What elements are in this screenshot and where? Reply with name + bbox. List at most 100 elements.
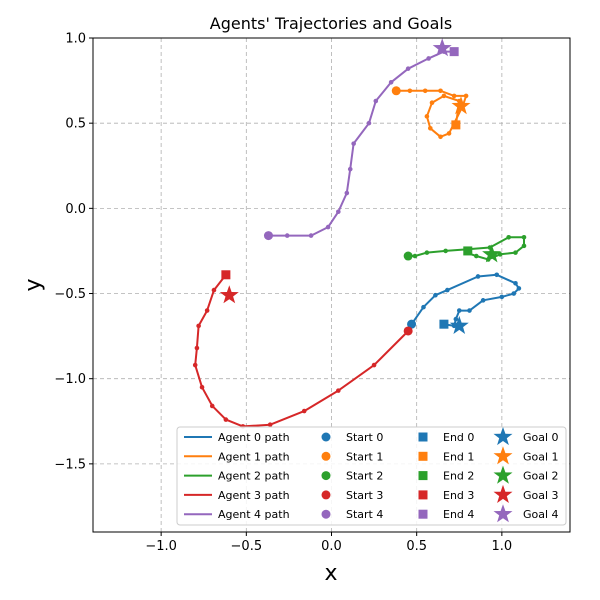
legend-label: Start 4 bbox=[346, 508, 383, 521]
x-tick-label: −1.0 bbox=[145, 539, 177, 554]
agent-4-path-point bbox=[308, 233, 314, 238]
legend-label: End 2 bbox=[443, 470, 474, 483]
agent-3-path-point bbox=[211, 287, 217, 293]
agent-0-path-point bbox=[467, 308, 472, 313]
agent-0-path-point bbox=[494, 272, 500, 278]
agent-1-series bbox=[391, 86, 471, 140]
agent-2-goal-marker bbox=[482, 244, 502, 263]
legend: Agent 0 path Agent 1 path Agent 2 path Agen… bbox=[176, 426, 567, 526]
agent-1-path-point bbox=[441, 93, 447, 99]
agent-0-path-point bbox=[475, 274, 481, 279]
x-axis-label: x bbox=[324, 561, 337, 586]
agent-1-path-point bbox=[438, 134, 443, 140]
agent-1-path-point bbox=[446, 131, 452, 136]
legend-circle-handle bbox=[321, 509, 331, 519]
agent-2-path-point bbox=[424, 250, 430, 255]
agent-4-end-marker bbox=[449, 47, 459, 57]
legend-label: Start 1 bbox=[346, 450, 383, 463]
agent-2-path-point bbox=[474, 253, 479, 259]
agent-0-path-point bbox=[453, 316, 459, 322]
legend-star-handle bbox=[493, 446, 513, 465]
legend-label: Agent 3 path bbox=[218, 489, 290, 502]
agent-0-path-point bbox=[433, 292, 438, 298]
agent-4-path-point bbox=[426, 56, 431, 61]
x-tick-label: −0.5 bbox=[231, 539, 263, 554]
agent-3-path-point bbox=[194, 345, 200, 351]
legend-label: End 1 bbox=[443, 450, 474, 463]
legend-square-handle bbox=[418, 490, 428, 500]
agent-3-path-point bbox=[199, 384, 205, 390]
agent-0-path-point bbox=[499, 294, 505, 300]
agent-0-series bbox=[407, 272, 522, 334]
legend-star-handle bbox=[493, 504, 513, 523]
y-tick-label: −0.5 bbox=[54, 287, 86, 302]
agent-2-end-marker bbox=[463, 246, 473, 256]
x-tick-label: 1.0 bbox=[492, 539, 513, 554]
legend-star-handle bbox=[493, 427, 513, 446]
agent-0-path-point bbox=[445, 287, 450, 293]
agent-1-path-point bbox=[463, 93, 469, 99]
agent-3-path-point bbox=[371, 362, 377, 368]
y-tick-label: −1.0 bbox=[54, 372, 86, 387]
legend-label: End 4 bbox=[443, 508, 474, 521]
legend-circle-handle bbox=[321, 432, 331, 442]
agent-1-path-point bbox=[424, 114, 430, 119]
agent-0-path-point bbox=[456, 308, 462, 313]
legend-square-handle bbox=[418, 471, 428, 481]
agent-4-path-point bbox=[366, 120, 372, 126]
legend-circle-handle bbox=[321, 490, 331, 500]
agent-0-path-point bbox=[511, 291, 517, 296]
agent-0-path-point bbox=[516, 286, 522, 291]
agent-4-path-point bbox=[344, 190, 350, 196]
agent-0-end-marker bbox=[439, 319, 449, 329]
agent-2-path-point bbox=[443, 248, 448, 254]
legend-label: Agent 2 path bbox=[218, 470, 290, 483]
agent-1-end-marker bbox=[451, 120, 461, 130]
legend-label: End 0 bbox=[443, 431, 474, 444]
axis-ticks: −1.0 −0.5 0.0 0.5 1.0 −1.5 −1.0 −0.5 0.0 0.5 1.0 bbox=[54, 32, 512, 555]
agent-4-path-point bbox=[325, 224, 331, 230]
agent-0-path-line bbox=[410, 273, 520, 327]
agent-0-start-marker bbox=[407, 319, 417, 329]
agent-4-path-point bbox=[336, 209, 341, 215]
y-tick-label: 1.0 bbox=[65, 32, 86, 47]
chart-title: Agents' Trajectories and Goals bbox=[210, 14, 452, 33]
legend-label: Start 3 bbox=[346, 489, 383, 502]
agent-2-path-point bbox=[521, 235, 527, 240]
agent-4-path-point bbox=[347, 166, 353, 172]
x-tick-label: 0.5 bbox=[406, 539, 427, 554]
agent-3-end-marker bbox=[221, 270, 231, 280]
agent-3-path-point bbox=[209, 403, 215, 409]
agent-4-start-marker bbox=[263, 231, 273, 241]
agent-4-path-point bbox=[373, 98, 379, 104]
agent-2-path-point bbox=[521, 243, 527, 249]
agent-4-path-point bbox=[405, 66, 411, 71]
legend-square-handle bbox=[418, 509, 428, 519]
legend-circle-handle bbox=[321, 451, 331, 461]
agent-3-path-point bbox=[336, 388, 341, 393]
legend-label: Goal 3 bbox=[523, 489, 559, 502]
legend-label: End 3 bbox=[443, 489, 474, 502]
agent-3-path-point bbox=[196, 323, 201, 329]
agent-3-path-point bbox=[301, 408, 307, 414]
agent-2-path-point bbox=[513, 250, 518, 255]
agent-4-series bbox=[263, 38, 459, 241]
legend-label: Goal 4 bbox=[523, 508, 559, 521]
legend-square-handle bbox=[418, 451, 428, 461]
agent-4-goal-marker bbox=[432, 38, 452, 57]
agent-2-start-marker bbox=[403, 251, 413, 261]
agent-0-path-point bbox=[480, 298, 486, 303]
agent-4-path-point bbox=[388, 79, 394, 85]
legend-label: Start 2 bbox=[346, 470, 383, 483]
agent-0-path-point bbox=[421, 304, 426, 310]
agent-2-path-point bbox=[412, 253, 418, 259]
agent-0-path-point bbox=[513, 280, 518, 286]
agent-4-path-point bbox=[284, 233, 290, 238]
agent-3-path-point bbox=[192, 362, 198, 368]
agent-1-path-point bbox=[428, 125, 433, 131]
agent-0-goal-marker bbox=[449, 315, 469, 334]
y-axis-label: y bbox=[21, 278, 46, 291]
y-tick-label: 0.0 bbox=[65, 202, 86, 217]
agent-2-series bbox=[403, 235, 527, 263]
